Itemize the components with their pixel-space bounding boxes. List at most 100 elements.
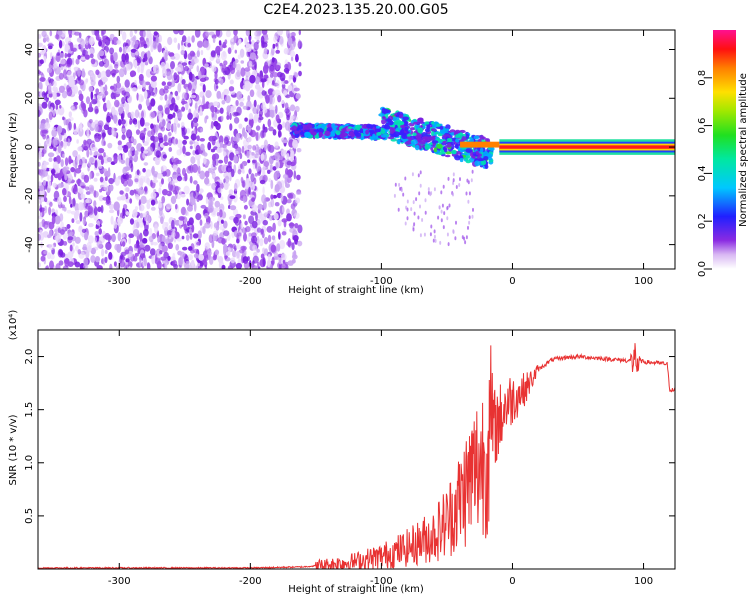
heatmap-cell: [150, 98, 156, 107]
heatmap-cell: [256, 104, 261, 111]
heatmap-cell: [349, 131, 354, 137]
heatmap-cell: [127, 261, 133, 269]
heatmap-cell: [139, 259, 142, 268]
spectrogram-x-label: Height of straight line (km): [288, 285, 424, 296]
heatmap-cell: [143, 122, 150, 127]
heatmap-cell: [458, 132, 463, 139]
heatmap-cell: [54, 215, 61, 225]
heatmap-cell: [400, 188, 403, 193]
heatmap-cell: [271, 47, 275, 56]
heatmap-cell: [267, 210, 272, 215]
heatmap-cell: [101, 248, 105, 257]
heatmap-cell: [62, 116, 65, 121]
heatmap-cell: [215, 30, 221, 37]
heatmap-cell: [210, 50, 216, 58]
heatmap-cell: [145, 169, 152, 177]
heatmap-cell: [318, 131, 323, 137]
heatmap-cell: [58, 106, 65, 116]
heatmap-cell: [281, 100, 285, 104]
heatmap-cell: [98, 92, 106, 99]
heatmap-cell: [172, 112, 176, 118]
heatmap-cell: [43, 145, 48, 155]
heatmap-cell: [402, 192, 405, 197]
heatmap-cell: [452, 192, 454, 197]
heatmap-cell: [455, 220, 457, 225]
heatmap-cell: [308, 124, 313, 129]
heatmap-cell: [447, 242, 450, 247]
heatmap-cell: [69, 231, 74, 236]
heatmap-cell: [66, 87, 73, 97]
heatmap-cell: [446, 142, 452, 148]
heatmap-cell: [47, 174, 50, 181]
heatmap-cell: [436, 123, 441, 127]
heatmap-cell: [259, 179, 266, 185]
heatmap-cell: [159, 250, 163, 255]
heatmap-cell: [172, 252, 176, 261]
heatmap-cell: [157, 236, 161, 243]
heatmap-cell: [261, 90, 267, 96]
heatmap-cell: [103, 168, 108, 173]
heatmap-cell: [100, 70, 107, 80]
heatmap-cell: [257, 261, 260, 268]
heatmap-cell: [110, 234, 117, 242]
heatmap-cell: [293, 170, 297, 180]
heatmap-cell: [286, 160, 292, 166]
heatmap-cell: [279, 72, 286, 82]
heatmap-cell: [207, 141, 212, 151]
heatmap-cell: [231, 230, 235, 239]
heatmap-cell: [111, 126, 115, 136]
heatmap-cell: [136, 169, 140, 176]
heatmap-cell: [134, 30, 138, 34]
heatmap-cell: [103, 124, 110, 131]
y-tick-label: -20: [24, 188, 35, 204]
heatmap-cell: [102, 196, 109, 201]
heatmap-cell: [72, 159, 78, 168]
heatmap-cell: [186, 198, 190, 206]
heatmap-cell: [64, 257, 70, 268]
heatmap-cell: [197, 158, 201, 167]
heatmap-cell: [445, 151, 452, 155]
heatmap-cell: [88, 184, 95, 191]
heatmap-cell: [459, 177, 461, 182]
heatmap-cell: [169, 94, 173, 100]
heatmap-cell: [118, 106, 124, 114]
heatmap-cell: [247, 159, 251, 164]
heatmap-cell: [243, 261, 250, 269]
heatmap-cell: [410, 207, 413, 212]
heatmap-cell: [369, 130, 374, 135]
heatmap-cell: [424, 121, 430, 125]
heatmap-cell: [202, 103, 209, 109]
heatmap-cell: [467, 225, 469, 230]
heatmap-cell: [489, 146, 495, 152]
heatmap-cell: [278, 129, 281, 138]
heatmap-cell: [39, 204, 43, 213]
heatmap-cell: [236, 91, 243, 100]
heatmap-cell: [109, 203, 114, 210]
heatmap-cell: [39, 90, 43, 99]
heatmap-cell: [164, 52, 168, 61]
heatmap-cell: [179, 146, 183, 154]
heatmap-cell: [283, 48, 289, 55]
heatmap-cell: [116, 243, 122, 253]
heatmap-cell: [155, 253, 158, 262]
heatmap-cell: [211, 154, 216, 162]
heatmap-cell: [128, 237, 132, 245]
heatmap-cell: [213, 230, 219, 236]
heatmap-cell: [290, 115, 295, 120]
heatmap-cell: [143, 30, 146, 38]
heatmap-cell: [52, 138, 58, 147]
heatmap-cell: [187, 82, 192, 91]
heatmap-cell: [158, 206, 163, 216]
heatmap-cell: [272, 72, 279, 78]
heatmap-cell: [230, 168, 235, 178]
heatmap-cell: [94, 159, 98, 169]
heatmap-cell: [270, 198, 275, 208]
heatmap-cell: [216, 147, 223, 154]
heatmap-cell: [103, 141, 106, 146]
heatmap-cell: [163, 134, 168, 143]
heatmap-cell: [433, 187, 436, 192]
heatmap-cell: [347, 126, 353, 129]
heatmap-cell: [478, 153, 482, 157]
heatmap-cell: [228, 86, 235, 92]
heatmap-cell: [262, 219, 268, 226]
